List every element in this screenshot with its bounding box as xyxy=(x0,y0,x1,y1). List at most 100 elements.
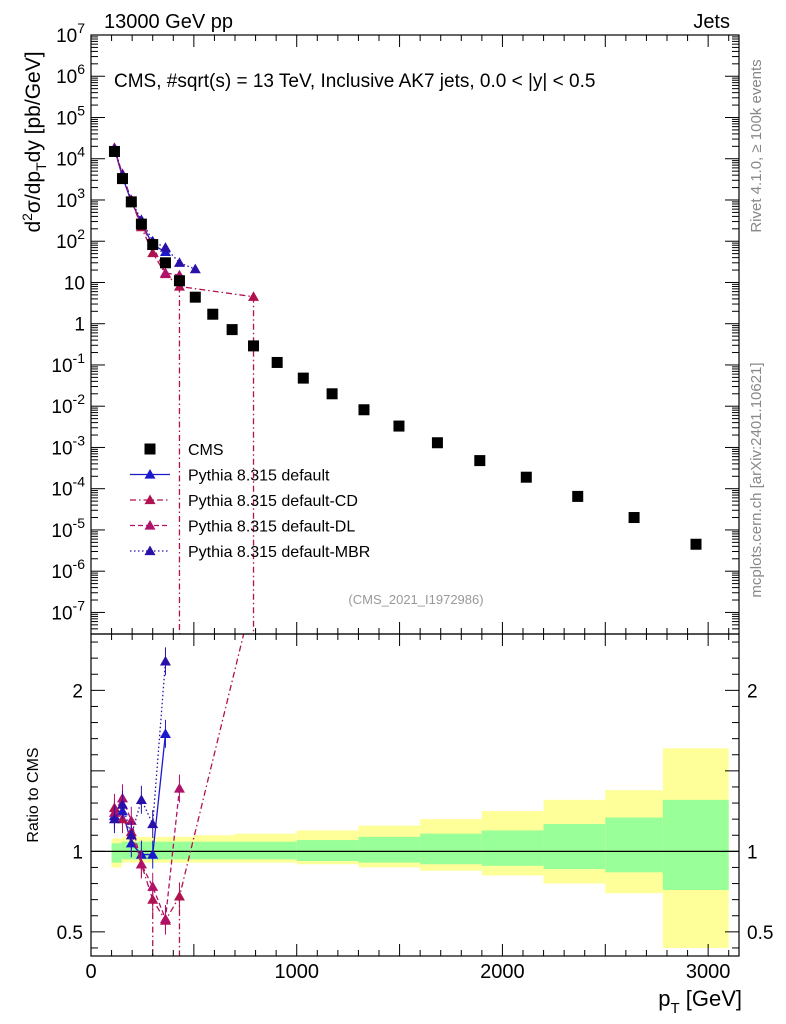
y-axis-label-main: d2σ/dpTdy [pb/GeV] xyxy=(19,51,49,232)
ratio-y-tick-label-right: 0.5 xyxy=(747,923,773,944)
ratio-marker xyxy=(135,794,147,804)
band-inner xyxy=(662,799,729,890)
ratio-frame xyxy=(90,633,740,957)
marker-mc xyxy=(147,247,159,258)
legend-marker xyxy=(144,494,156,505)
marker-cms xyxy=(572,490,584,502)
marker-cms xyxy=(431,437,443,449)
series-line-2 xyxy=(113,148,180,276)
y-tick-label: 107 xyxy=(56,20,85,47)
legend-marker-cms xyxy=(144,443,156,455)
legend-marker xyxy=(144,469,156,479)
band-inner xyxy=(296,840,359,862)
x-tick-label: 2000 xyxy=(480,961,525,983)
band-inner xyxy=(193,841,235,860)
ratio-y-tick-label-right: 2 xyxy=(747,681,758,702)
legend-label: Pythia 8.315 default-MBR xyxy=(188,544,370,561)
legend-item: Pythia 8.315 default-DL xyxy=(130,519,355,536)
marker-cms xyxy=(326,388,338,400)
x-tick-label: 3000 xyxy=(686,961,731,983)
y-tick-label: 10-5 xyxy=(51,515,85,542)
band-inner xyxy=(420,833,482,865)
axes: 0 1000 2000 3000 10-7 10-6 10-5 10-4 10-3 10-2 10-… xyxy=(51,20,773,983)
band-inner xyxy=(358,836,421,863)
marker-mc xyxy=(159,267,171,278)
band-inner xyxy=(605,817,663,873)
rivet-label: Rivet 4.1.0, ≥ 100k events xyxy=(748,59,765,232)
ratio-y-tick-label: 2 xyxy=(72,681,83,702)
marker-cms xyxy=(690,538,702,550)
y-tick-label: 10-3 xyxy=(51,432,85,459)
band-inner xyxy=(121,841,133,860)
marker-cms xyxy=(135,218,147,230)
marker-cms xyxy=(628,512,640,524)
ratio-marker xyxy=(116,799,128,809)
marker-mc xyxy=(248,291,260,301)
marker-mc xyxy=(159,242,171,252)
legend-item: Pythia 8.315 default-CD xyxy=(130,493,358,510)
marker-cms xyxy=(147,239,159,251)
ratio-marker xyxy=(147,881,159,891)
y-tick-label: 10-4 xyxy=(51,474,85,501)
band-inner xyxy=(152,841,174,860)
marker-cms xyxy=(226,324,238,336)
ratio-y-tick-label: 0.5 xyxy=(57,923,83,944)
y-tick-label: 10-1 xyxy=(51,350,85,377)
band-inner xyxy=(173,841,194,860)
legend-label: Pythia 8.315 default-DL xyxy=(188,519,355,536)
marker-cms xyxy=(297,372,309,384)
marker-mc xyxy=(173,257,185,267)
series-line-0 xyxy=(113,148,166,253)
plot-title: CMS, #sqrt(s) = 13 TeV, Inclusive AK7 je… xyxy=(114,71,595,92)
ratio-marker xyxy=(147,818,159,829)
marker-cms xyxy=(159,257,171,269)
y-axis-label-ratio: Ratio to CMS xyxy=(25,747,42,842)
mcplots-label: mcplots.cern.ch [arXiv:2401.10621] xyxy=(748,362,765,597)
series-line-1 xyxy=(113,147,254,298)
y-tick-label: 102 xyxy=(56,226,85,253)
marker-cms xyxy=(189,291,201,303)
marker-cms xyxy=(248,340,260,352)
ratio-marker xyxy=(159,913,171,924)
ratio-marker xyxy=(108,813,120,824)
ratio-marker xyxy=(125,829,137,840)
ratio-marker xyxy=(125,815,137,825)
ratio-y-tick-label: 1 xyxy=(72,842,83,863)
ratio-marker xyxy=(173,890,185,901)
x-tick-label: 0 xyxy=(85,961,96,983)
legend-label: Pythia 8.315 default xyxy=(188,468,330,485)
series-line-3 xyxy=(113,148,196,270)
marker-mc xyxy=(189,263,201,274)
ratio-marker xyxy=(159,728,171,738)
marker-cms xyxy=(116,173,128,185)
legend-label: Pythia 8.315 default-CD xyxy=(188,493,358,510)
data-markers xyxy=(108,145,702,550)
ratio-marker xyxy=(147,849,159,859)
ratio-mc-group xyxy=(108,634,245,956)
marker-cms xyxy=(125,196,137,208)
ratio-marker xyxy=(135,858,147,869)
y-tick-label: 10-6 xyxy=(51,556,85,583)
legend: CMS Pythia 8.315 default Pythia 8.315 defa… xyxy=(130,442,370,561)
x-tick-label: 1000 xyxy=(274,961,319,983)
ratio-uncertainty-bands xyxy=(91,748,739,948)
y-tick-label: 10-2 xyxy=(51,391,85,418)
y-tick-label: 10-7 xyxy=(51,597,85,624)
legend-label: CMS xyxy=(188,442,224,459)
ratio-marker xyxy=(159,655,171,666)
legend-marker xyxy=(144,545,156,556)
y-tick-label: 104 xyxy=(56,144,85,171)
x-axis-label: pT [GeV] xyxy=(658,986,742,1017)
analysis-id: (CMS_2021_I1972986) xyxy=(348,592,483,607)
band-inner xyxy=(111,843,122,863)
ratio-line-1 xyxy=(113,634,245,922)
y-tick-label: 1 xyxy=(74,315,85,336)
y-tick-label: 10 xyxy=(64,273,85,294)
legend-marker xyxy=(144,520,156,530)
ratio-y-tick-label-right: 1 xyxy=(747,842,758,863)
marker-cms xyxy=(207,308,219,320)
y-tick-label: 103 xyxy=(56,185,85,212)
marker-cms xyxy=(271,356,283,368)
marker-cms xyxy=(358,404,370,416)
